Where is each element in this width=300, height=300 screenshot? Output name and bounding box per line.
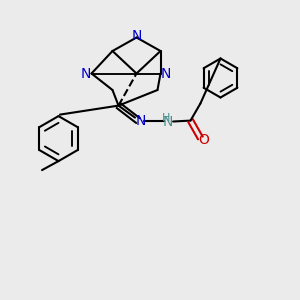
Text: O: O [199,134,209,147]
Text: N: N [135,114,146,128]
Text: H: H [162,113,171,123]
Text: N: N [161,67,171,80]
Text: N: N [131,29,142,43]
Text: N: N [81,67,91,80]
Text: N: N [162,116,172,129]
